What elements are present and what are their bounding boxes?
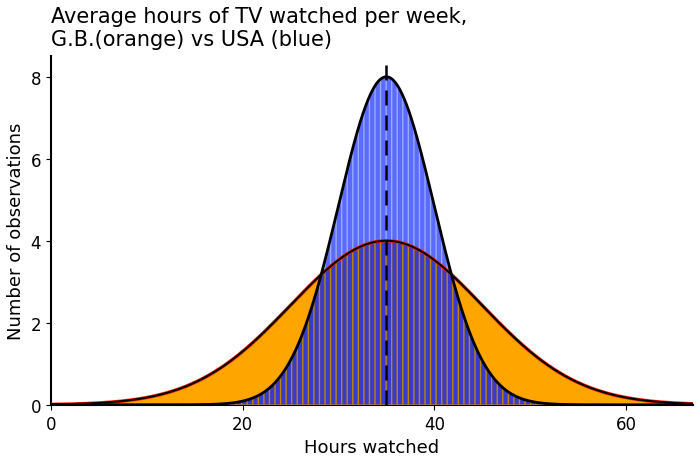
X-axis label: Hours watched: Hours watched [304, 438, 440, 456]
Text: Average hours of TV watched per week,
G.B.(orange) vs USA (blue): Average hours of TV watched per week, G.… [51, 7, 467, 50]
Y-axis label: Number of observations: Number of observations [7, 123, 25, 339]
